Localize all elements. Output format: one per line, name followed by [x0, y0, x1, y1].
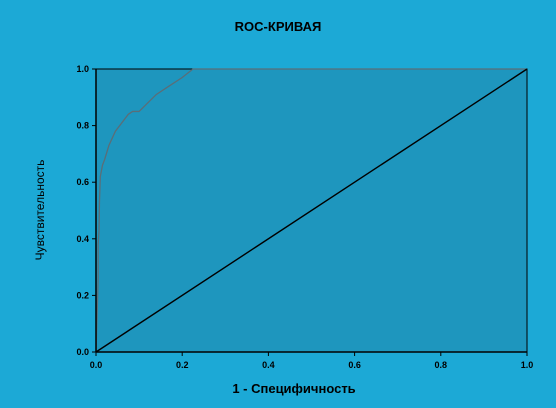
- y-tick-label: 0.4: [76, 234, 89, 244]
- plot-layer: [95, 68, 528, 353]
- x-tick-label: 0.4: [262, 360, 275, 370]
- axis-layer: 0.0 0.2 0.4 0.6 0.8 1.0 0.0 0.2 0.4 0.6 0.8 1.0: [76, 64, 533, 370]
- y-tick-label: 0.0: [76, 347, 89, 357]
- x-tick-label: 0.0: [90, 360, 103, 370]
- roc-curve-line: [95, 68, 527, 353]
- x-axis-label: 1 - Специфичность: [232, 381, 355, 396]
- y-axis-label: Чувствительность: [33, 160, 47, 261]
- y-tick-label: 0.8: [76, 121, 89, 131]
- y-tick-label: 0.6: [76, 177, 89, 187]
- x-tick-label: 1.0: [521, 360, 534, 370]
- x-tick-label: 0.8: [435, 360, 448, 370]
- y-tick-label: 0.2: [76, 290, 89, 300]
- x-tick-label: 0.6: [348, 360, 361, 370]
- x-tick-label: 0.2: [176, 360, 189, 370]
- y-tick-label: 1.0: [76, 64, 89, 74]
- chart-title: ROC-КРИВАЯ: [235, 19, 322, 34]
- reference-diagonal-line: [95, 68, 528, 353]
